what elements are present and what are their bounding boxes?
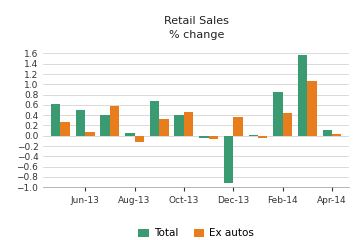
Bar [76,110,85,136]
Bar [51,104,60,136]
Bar [258,136,267,138]
Bar [332,134,341,136]
Bar [199,136,208,138]
Bar [135,136,144,142]
Bar [224,136,233,183]
Bar [110,106,119,136]
Bar [85,132,95,136]
Bar [60,122,70,136]
Bar [307,81,317,136]
Bar [125,133,135,136]
Bar [273,92,283,136]
Bar [175,115,184,136]
Bar [159,119,168,136]
Title: Retail Sales
% change: Retail Sales % change [164,16,229,40]
Bar [233,117,243,136]
Bar [150,101,159,136]
Bar [298,55,307,136]
Bar [100,115,110,136]
Bar [323,130,332,136]
Bar [208,136,218,139]
Legend: Total, Ex autos: Total, Ex autos [134,224,258,240]
Bar [248,135,258,136]
Bar [184,112,193,136]
Bar [283,113,292,136]
